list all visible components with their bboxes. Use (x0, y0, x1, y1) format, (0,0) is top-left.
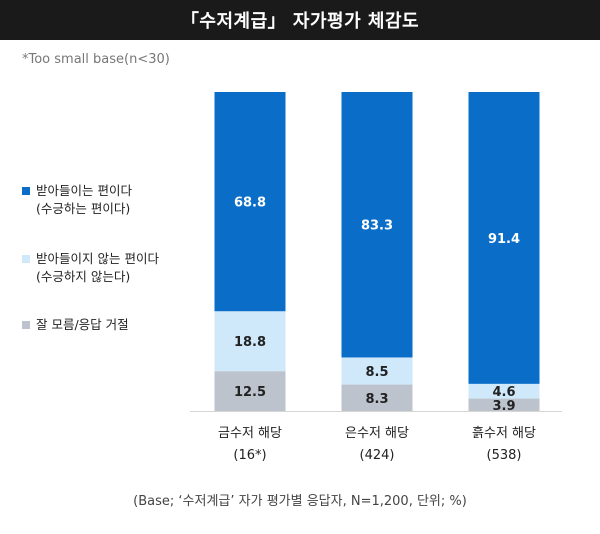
category-base-2: (424) (360, 448, 395, 463)
legend-label-unknown: 잘 모름/응답 거절 (36, 317, 129, 332)
source-note: (Base; ‘수저계급’ 자가 평가별 응답자, N=1,200, 단위; %… (133, 494, 467, 509)
data-label-accept-1: 68.8 (234, 196, 266, 211)
bar-segment-unknown-1 (214, 371, 286, 411)
data-label-accept-3: 91.4 (488, 232, 520, 247)
legend-item-accept: 받아들이는 편이다 (수긍하는 편이다) (22, 182, 132, 218)
category-base-1: (16*) (233, 448, 266, 463)
legend-sublabel-reject: (수긍하지 않는다) (36, 269, 131, 284)
bar-segment-unknown-2 (341, 384, 413, 411)
bar-segment-accept-1 (214, 92, 286, 312)
data-label-reject-1: 18.8 (234, 335, 266, 350)
data-label-unknown-3: 3.9 (492, 399, 515, 414)
legend-swatch-reject (22, 255, 30, 263)
bar-segment-accept-3 (468, 92, 540, 384)
bar-segment-reject-3 (468, 383, 540, 399)
legend-item-unknown: 잘 모름/응답 거절 (22, 316, 129, 334)
legend-label-accept: 받아들이는 편이다 (36, 183, 132, 198)
data-label-unknown-2: 8.3 (365, 392, 388, 407)
bar-segment-accept-2 (341, 92, 413, 358)
data-label-reject-2: 8.5 (365, 365, 388, 380)
category-base-3: (538) (487, 448, 522, 463)
data-label-accept-2: 83.3 (361, 219, 393, 234)
legend-swatch-unknown (22, 321, 30, 329)
chart-title: 「수저계급」 자가평가 체감도 (0, 0, 600, 40)
bar-segment-reject-1 (214, 311, 286, 372)
category-label-3: 흙수저 해당 (472, 426, 536, 441)
legend-swatch-accept (22, 187, 30, 195)
legend-label-reject: 받아들이지 않는 편이다 (36, 251, 159, 266)
bar-segment-unknown-3 (468, 398, 540, 411)
legend-sublabel-accept: (수긍하는 편이다) (36, 201, 131, 216)
chart-title-text: 「수저계급」 자가평가 체감도 (180, 11, 420, 32)
small-base-note: *Too small base(n<30) (22, 52, 170, 67)
legend-item-reject: 받아들이지 않는 편이다 (수긍하지 않는다) (22, 250, 159, 286)
category-label-1: 금수저 해당 (218, 426, 282, 441)
data-label-reject-3: 4.6 (492, 385, 515, 400)
bar-segment-reject-2 (341, 357, 413, 385)
data-label-unknown-1: 12.5 (234, 385, 266, 400)
category-label-2: 은수저 해당 (345, 426, 409, 441)
